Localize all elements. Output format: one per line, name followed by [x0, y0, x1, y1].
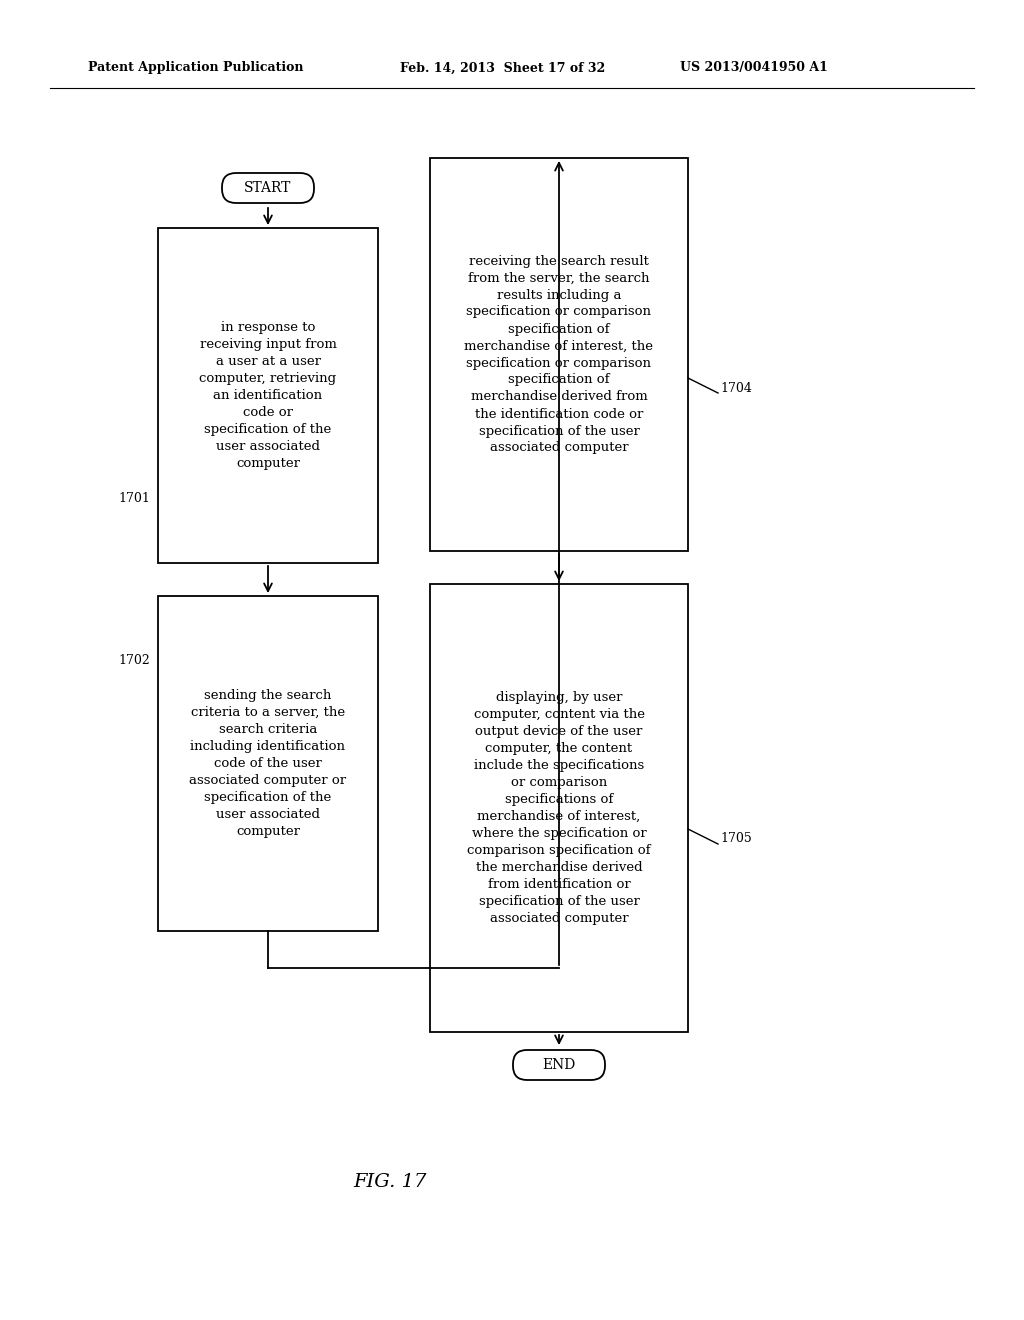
Bar: [158, 228, 378, 564]
Bar: [430, 158, 688, 550]
Bar: [430, 583, 688, 1032]
Text: receiving the search result
from the server, the search
results including a
spec: receiving the search result from the ser…: [465, 255, 653, 454]
Text: 1701: 1701: [118, 491, 150, 504]
Text: Patent Application Publication: Patent Application Publication: [88, 62, 303, 74]
Text: in response to
receiving input from
a user at a user
computer, retrieving
an ide: in response to receiving input from a us…: [200, 321, 337, 470]
Text: Feb. 14, 2013  Sheet 17 of 32: Feb. 14, 2013 Sheet 17 of 32: [400, 62, 605, 74]
Text: 1704: 1704: [720, 381, 752, 395]
FancyBboxPatch shape: [222, 173, 314, 203]
Text: US 2013/0041950 A1: US 2013/0041950 A1: [680, 62, 827, 74]
Text: 1702: 1702: [118, 655, 150, 668]
Text: FIG. 17: FIG. 17: [353, 1173, 427, 1191]
Bar: [158, 597, 378, 931]
Text: END: END: [543, 1059, 575, 1072]
Text: displaying, by user
computer, content via the
output device of the user
computer: displaying, by user computer, content vi…: [467, 690, 650, 925]
FancyBboxPatch shape: [513, 1049, 605, 1080]
Text: 1705: 1705: [720, 833, 752, 846]
Text: sending the search
criteria to a server, the
search criteria
including identific: sending the search criteria to a server,…: [189, 689, 346, 838]
Text: START: START: [245, 181, 292, 195]
